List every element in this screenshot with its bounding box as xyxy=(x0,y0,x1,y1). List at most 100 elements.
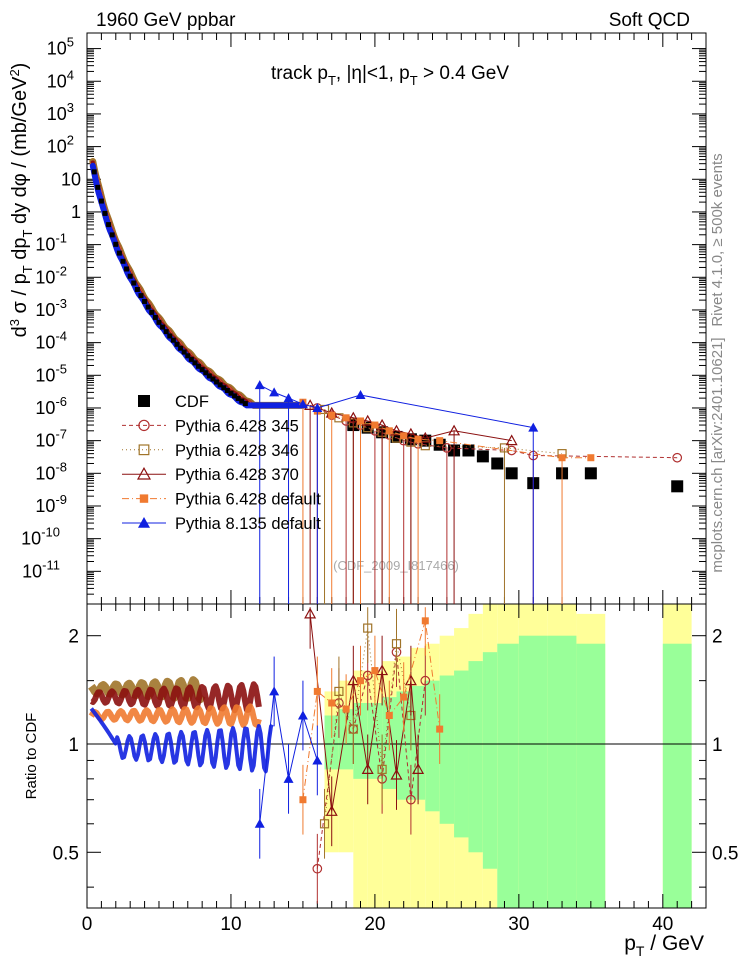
y-tick-label: 10-1 xyxy=(35,231,67,255)
data-point xyxy=(385,427,393,435)
ratio-point xyxy=(406,794,416,805)
data-point xyxy=(499,443,510,453)
data-point xyxy=(672,452,683,463)
ratio-point xyxy=(400,693,408,701)
ratio-point xyxy=(412,763,425,774)
ratio-point xyxy=(391,639,402,649)
ratio-point xyxy=(363,623,373,633)
cdf-point-lowpt xyxy=(138,293,144,299)
y-tick-label: 10 xyxy=(61,169,81,189)
ratio-point xyxy=(342,705,350,713)
ratio-point xyxy=(347,674,360,686)
cdf-point-lowpt xyxy=(181,349,187,355)
header-right: Soft QCD xyxy=(609,10,690,31)
ratio-point xyxy=(362,670,373,681)
cdf-point-lowpt xyxy=(210,376,216,382)
cdf-point-lowpt xyxy=(188,356,194,362)
data-point xyxy=(400,432,408,440)
main-points xyxy=(254,380,684,604)
legend-label: Pythia 6.428 346 xyxy=(175,442,299,460)
cdf-point-lowpt xyxy=(156,319,162,325)
main-curves xyxy=(89,158,307,409)
legend-label: Pythia 8.135 default xyxy=(175,515,321,533)
data-point xyxy=(528,422,539,432)
legend-marker xyxy=(138,444,150,456)
band-inner xyxy=(518,635,548,908)
ratio-default-curve xyxy=(88,703,262,728)
header-left: 1960 GeV ppbar xyxy=(96,10,236,31)
ratio-point xyxy=(269,686,280,696)
x-tick-label: 20 xyxy=(364,914,385,935)
data-point xyxy=(505,434,518,446)
cdf-point-lowpt xyxy=(116,250,122,256)
band-inner xyxy=(576,643,606,908)
cdf-point-lowpt xyxy=(98,198,104,204)
data-point xyxy=(448,424,461,436)
legend-marker xyxy=(138,419,150,432)
data-point xyxy=(297,399,308,409)
y-tick-label: 10-7 xyxy=(35,427,67,451)
ratio-point xyxy=(361,763,374,774)
data-point xyxy=(491,457,504,470)
cdf-point-lowpt xyxy=(206,373,212,379)
pythia-8135-default-curve xyxy=(89,162,306,409)
rivet-label: Rivet 4.1.0, ≥ 500k events xyxy=(709,153,726,326)
ratio-point xyxy=(348,724,358,734)
ratio-curves xyxy=(88,676,274,774)
legend-label: CDF xyxy=(175,393,209,411)
cdf-point-lowpt xyxy=(196,363,202,369)
ratio-plot-frame xyxy=(86,603,707,909)
band-inner xyxy=(547,635,577,908)
cdf-point-lowpt xyxy=(232,393,238,399)
ratio-point xyxy=(421,617,429,625)
y-tick-label: 10-8 xyxy=(35,459,67,483)
band-inner xyxy=(468,661,483,853)
cdf-point-lowpt xyxy=(131,280,137,286)
ratio-pythia8-curve xyxy=(89,707,274,774)
cdf-point-lowpt xyxy=(163,329,169,335)
y-tick-label: 10-11 xyxy=(22,557,60,581)
cdf-point-lowpt xyxy=(199,367,205,373)
ratio-series-line xyxy=(302,620,441,800)
cdf-point-lowpt xyxy=(120,258,126,264)
y-tick-label: 10-9 xyxy=(35,492,67,516)
ratio-point xyxy=(254,818,265,828)
ratio-point xyxy=(304,607,317,619)
cdf-point-lowpt xyxy=(102,210,108,216)
data-point xyxy=(476,450,489,463)
legend-marker xyxy=(138,395,150,407)
cdf-point-lowpt xyxy=(192,360,198,366)
data-point xyxy=(414,435,422,443)
ratio-point xyxy=(328,699,336,707)
ratio-y-tick-label: 0.5 xyxy=(53,843,79,864)
cdf-point-lowpt xyxy=(224,388,230,394)
ratio-point xyxy=(283,773,294,783)
y-tick-label: 105 xyxy=(47,35,74,59)
y-tick-label: 102 xyxy=(47,133,74,157)
data-point xyxy=(419,431,432,443)
band-inner xyxy=(353,703,368,779)
cdf-point-lowpt xyxy=(134,286,140,292)
band-inner xyxy=(482,652,498,869)
data-point xyxy=(254,380,265,390)
x-tick-label: 30 xyxy=(508,914,529,935)
data-point xyxy=(436,437,444,445)
data-point xyxy=(347,411,360,423)
plot-title: track pT, |η|<1, pT > 0.4 GeV xyxy=(271,63,509,88)
ratio-point xyxy=(385,712,393,720)
ratio-points xyxy=(254,607,444,904)
ratio-point xyxy=(390,768,403,780)
ratio-point xyxy=(377,764,387,774)
cdf-point-lowpt xyxy=(167,333,173,339)
y-tick-label: 10-6 xyxy=(35,394,67,418)
cdf-point-lowpt xyxy=(203,370,209,376)
ratio-y-tick-label-right: 2 xyxy=(712,627,723,648)
data-point xyxy=(357,417,365,425)
ratio-point xyxy=(436,725,444,733)
ratio-y-tick-label-right: 1 xyxy=(712,735,723,756)
cdf-point-lowpt xyxy=(214,379,220,385)
data-point xyxy=(390,424,403,436)
axes: 10510410310210110-110-210-310-410-510-61… xyxy=(21,33,738,935)
ratio-point xyxy=(371,667,379,675)
